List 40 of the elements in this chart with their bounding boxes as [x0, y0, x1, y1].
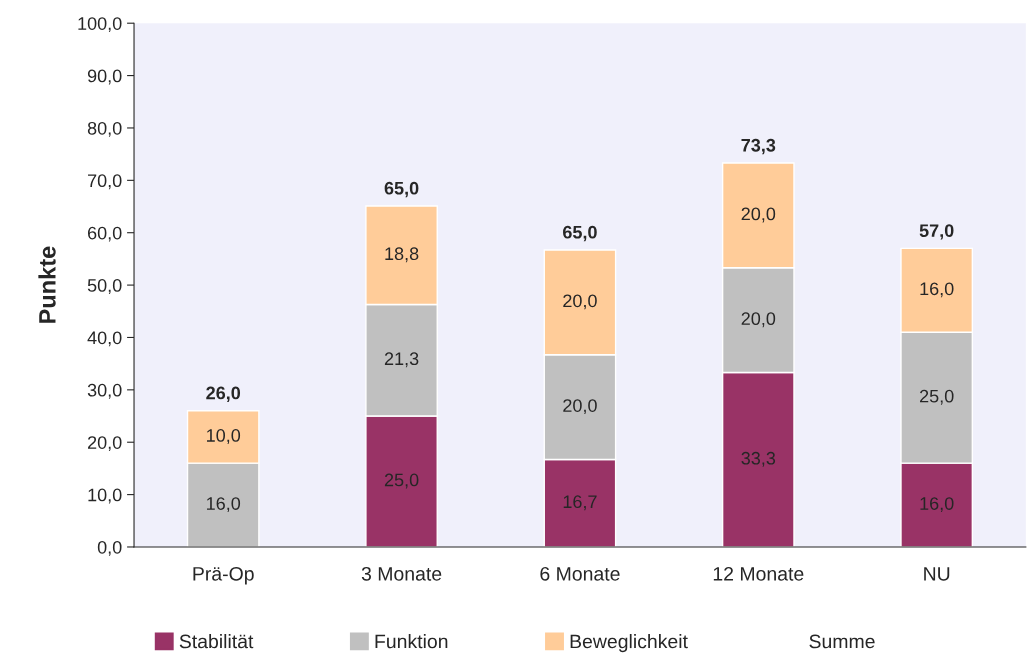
legend-label: Beweglichkeit [570, 634, 688, 653]
annotation: 65,0 [563, 225, 597, 242]
y-tick-label: 60,0 [88, 226, 122, 242]
text: Summe [809, 634, 875, 649]
data-label: 16,7 [563, 495, 597, 511]
data-label: 21,3 [384, 352, 419, 368]
y-tick-label: 100,0 [78, 17, 122, 33]
y-tick-label: 80,0 [87, 121, 122, 137]
legend-label: Funktion [375, 634, 448, 649]
data-label: 20,0 [563, 399, 597, 415]
y-tick-label: 40,0 [87, 331, 122, 347]
data-label: 33,3 [741, 451, 776, 467]
data-label: 25,0 [920, 389, 954, 405]
x-tick-label: Prä-Op [193, 566, 254, 585]
y-tick-label: 90,0 [87, 69, 122, 85]
y-tick-label: 50,0 [87, 279, 122, 294]
data-label: 20,0 [741, 312, 776, 328]
data-label: 18,8 [385, 247, 419, 263]
y-tick-label: 20,0 [88, 436, 122, 452]
data-label: 20,0 [741, 207, 776, 223]
data-label: 10,0 [207, 429, 241, 444]
y-tick-label: 30,0 [87, 383, 122, 399]
x-tick-label: 12 Monate [713, 566, 804, 581]
legend-label: Stabilität [179, 634, 254, 649]
data-label: 16,0 [920, 282, 954, 298]
data-label: 25,0 [384, 473, 419, 489]
x-tick-label: 3 Monate [361, 566, 442, 581]
y-tick-label: 70,0 [88, 174, 122, 190]
data-label: 16,0 [920, 497, 954, 513]
annotation: 65,0 [384, 181, 419, 198]
x-tick-label: 6 Monate [540, 566, 620, 581]
y-tick-label: 10,0 [88, 488, 122, 504]
y-axis-title: Punkte [38, 246, 56, 323]
annotation: 73,3 [741, 138, 776, 155]
annotation: 57,0 [919, 224, 954, 240]
data-label: 20,0 [563, 294, 597, 310]
data-label: 16,0 [207, 497, 241, 513]
y-tick-label: 0,0 [97, 540, 122, 556]
annotation: 26,0 [206, 386, 241, 402]
x-tick-label: NU [924, 567, 950, 581]
